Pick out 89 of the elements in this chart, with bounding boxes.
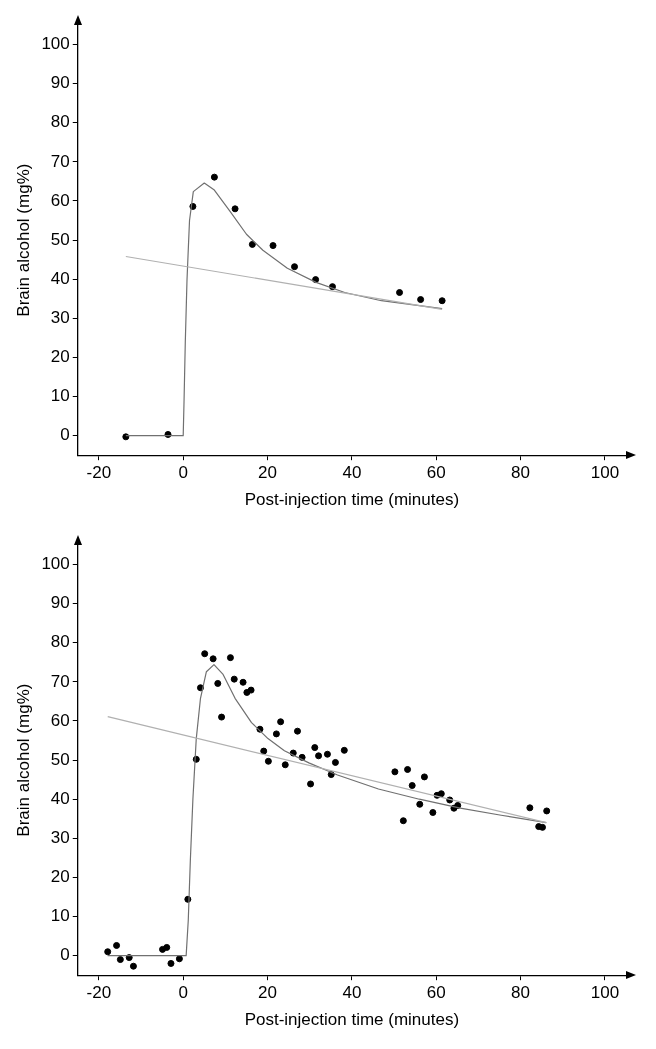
- x-tick-label: 20: [258, 463, 277, 483]
- x-tick-label: 20: [258, 983, 277, 1003]
- point: [260, 747, 268, 755]
- point: [122, 433, 130, 441]
- x-tick-label: 80: [511, 983, 531, 1003]
- point: [163, 943, 171, 951]
- y-tick-label: 80: [50, 112, 70, 132]
- point: [438, 297, 446, 305]
- x-axis-title: Post-injection time (minutes): [244, 490, 460, 510]
- y-tick-label: 20: [50, 867, 70, 887]
- y-tick-label: 90: [50, 73, 70, 93]
- y-tick-label: 40: [50, 788, 70, 808]
- point: [226, 654, 234, 662]
- point: [125, 954, 133, 962]
- x-tick-label: 60: [426, 463, 446, 483]
- x-tick-label: 0: [178, 463, 188, 483]
- point: [404, 765, 412, 773]
- x-tick-label: -20: [86, 463, 112, 483]
- y-tick-label: 70: [50, 671, 70, 691]
- y-tick-label: 100: [41, 34, 70, 54]
- point: [196, 684, 204, 692]
- point: [272, 730, 280, 738]
- point: [201, 650, 209, 658]
- point: [417, 296, 425, 304]
- point: [315, 752, 323, 760]
- y-axis-title: Brain alcohol (mg%): [13, 683, 33, 837]
- point: [248, 240, 256, 248]
- point: [247, 686, 255, 694]
- y-tick-label: 50: [50, 229, 70, 249]
- point: [116, 956, 124, 964]
- y-tick-label: 80: [50, 632, 70, 652]
- point: [230, 675, 238, 683]
- x-axis-title: Post-injection time (minutes): [244, 1010, 460, 1030]
- point: [437, 790, 445, 798]
- x-tick-label: 100: [590, 983, 620, 1003]
- x-tick-label: 60: [426, 983, 446, 1003]
- point: [539, 823, 546, 831]
- y-tick-label: 50: [50, 749, 70, 769]
- point: [209, 655, 217, 663]
- y-tick-label: 20: [50, 347, 70, 367]
- point: [396, 289, 404, 297]
- y-tick-label: 30: [50, 828, 70, 848]
- x-tick-label: 0: [178, 983, 188, 1003]
- point: [311, 744, 319, 752]
- point: [391, 768, 399, 776]
- x-tick-label: 40: [342, 463, 362, 483]
- point: [167, 959, 175, 967]
- point: [239, 678, 247, 686]
- x-tick-label: 80: [511, 463, 531, 483]
- x-tick-label: -20: [86, 983, 112, 1003]
- point: [269, 242, 277, 250]
- y-axis-title: Brain alcohol (mg%): [13, 163, 33, 317]
- point: [104, 948, 112, 956]
- point: [323, 750, 331, 758]
- point: [543, 807, 551, 815]
- x-tick-label: 100: [590, 463, 620, 483]
- point: [214, 679, 222, 687]
- y-tick-label: 10: [50, 386, 70, 406]
- y-tick-label: 0: [60, 425, 70, 445]
- point: [399, 817, 407, 825]
- point: [264, 757, 272, 765]
- point: [526, 804, 534, 812]
- point: [291, 263, 299, 271]
- y-tick-label: 10: [50, 906, 70, 926]
- y-tick-label: 0: [60, 945, 70, 965]
- x-tick-label: 40: [342, 983, 362, 1003]
- point: [420, 773, 428, 781]
- point: [175, 955, 183, 963]
- point: [331, 758, 339, 766]
- point: [416, 800, 424, 808]
- y-tick-label: 90: [50, 593, 70, 613]
- point: [408, 782, 416, 790]
- y-tick-label: 70: [50, 151, 70, 171]
- point: [218, 713, 226, 721]
- y-tick-label: 30: [50, 308, 70, 328]
- y-tick-label: 60: [50, 190, 70, 210]
- y-tick-label: 60: [50, 710, 70, 730]
- point: [281, 761, 289, 769]
- point: [231, 205, 239, 213]
- point: [210, 173, 218, 181]
- point: [277, 718, 285, 726]
- y-tick-label: 40: [50, 268, 70, 288]
- point: [129, 962, 137, 970]
- point: [307, 780, 315, 788]
- point: [340, 746, 348, 754]
- y-tick-label: 100: [41, 554, 70, 574]
- point: [293, 727, 301, 735]
- point: [429, 809, 437, 817]
- point: [113, 941, 121, 949]
